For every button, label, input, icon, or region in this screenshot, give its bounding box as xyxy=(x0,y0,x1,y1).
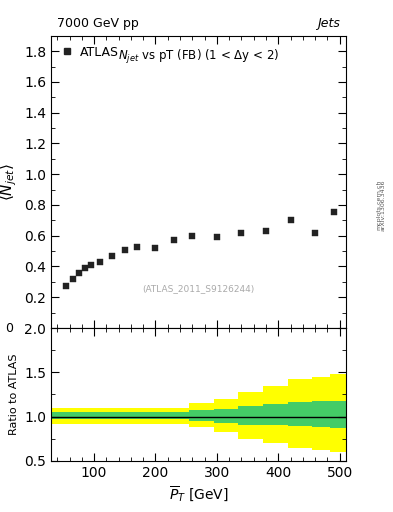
Y-axis label: Ratio to ATLAS: Ratio to ATLAS xyxy=(9,354,19,435)
Text: Jets: Jets xyxy=(317,17,340,30)
Text: 0: 0 xyxy=(5,322,13,334)
Y-axis label: $\langle N_{jet} \rangle$: $\langle N_{jet} \rangle$ xyxy=(0,163,18,201)
Text: 7000 GeV pp: 7000 GeV pp xyxy=(57,17,139,30)
X-axis label: $\overline{P}_T$ [GeV]: $\overline{P}_T$ [GeV] xyxy=(169,485,228,504)
Text: (ATLAS_2011_S9126244): (ATLAS_2011_S9126244) xyxy=(142,284,255,293)
Text: $N_{jet}$ vs pT (FB) (1 < $\Delta$y < 2): $N_{jet}$ vs pT (FB) (1 < $\Delta$y < 2) xyxy=(118,48,279,66)
Text: mcplots.cern.ch: mcplots.cern.ch xyxy=(377,180,382,230)
Legend: ATLAS: ATLAS xyxy=(57,42,123,62)
Text: arXiv:1306.3436: arXiv:1306.3436 xyxy=(381,179,386,230)
